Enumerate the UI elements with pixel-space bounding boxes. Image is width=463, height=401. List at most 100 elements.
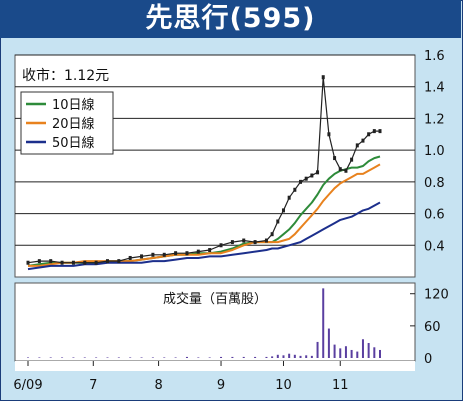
volume-bar (356, 351, 359, 358)
price-point (338, 167, 342, 172)
volume-bar (49, 357, 52, 358)
volume-bar (208, 357, 211, 358)
volume-bars (27, 288, 381, 358)
series-line-ma50 (27, 201, 381, 271)
x-tick-label: 6/09 (13, 378, 42, 393)
y-axis-ticks: 0.4 0.6 0.8 1.0 1.2 1.4 1.6 0 60 120 (424, 49, 449, 367)
volume-bar (117, 357, 120, 358)
x-tick-label: 10 (275, 378, 292, 393)
x-tick-label: 7 (89, 378, 97, 393)
x-tick-label: 8 (154, 378, 162, 393)
price-plot-area (14, 54, 416, 278)
volume-bar (373, 347, 376, 358)
y-tick-label: 0.4 (424, 239, 445, 254)
price-point (60, 260, 64, 265)
price-point (378, 129, 382, 134)
volume-bar (197, 357, 200, 358)
price-point (162, 252, 166, 257)
volume-bar (95, 357, 98, 358)
volume-plot-area (14, 282, 416, 362)
volume-tick-label: 60 (424, 320, 441, 335)
volume-bar (322, 288, 325, 358)
price-annotation: 收市：1.12元 (22, 67, 109, 84)
volume-bar (282, 355, 285, 358)
price-point (333, 156, 337, 161)
volume-bar (185, 356, 188, 358)
volume-bar (231, 356, 234, 358)
volume-bar (38, 357, 41, 358)
title-bar: 先思行(595) (0, 0, 461, 38)
volume-bar (350, 349, 353, 358)
volume-bar (72, 357, 75, 358)
legend-label-ma10: 10日線 (52, 97, 95, 113)
price-point (242, 238, 246, 243)
volume-bar (271, 356, 274, 358)
price-point (128, 255, 132, 260)
price-point (287, 195, 291, 200)
price-series (26, 75, 382, 271)
price-gridlines (15, 54, 415, 246)
x-tick-label: 9 (217, 378, 225, 393)
volume-label: 成交量（百萬股） (163, 291, 267, 307)
legend: 10日線 20日線 50日線 (20, 91, 114, 155)
price-point (293, 187, 297, 192)
price-point (26, 260, 30, 265)
volume-bar (361, 339, 364, 358)
volume-gridlines (410, 293, 415, 327)
price-point (350, 157, 354, 162)
y-tick-label: 1.2 (424, 112, 445, 127)
price-point (94, 260, 98, 265)
price-point (327, 132, 331, 137)
volume-bar (140, 357, 143, 358)
volume-bar (293, 354, 296, 358)
volume-bar (163, 357, 166, 358)
price-point (299, 179, 303, 184)
legend-label-ma50: 50日線 (52, 135, 95, 151)
y-tick-label: 1.6 (424, 49, 445, 64)
x-tick-label: 11 (332, 378, 349, 393)
volume-bar (276, 354, 279, 358)
volume-bar (174, 357, 177, 358)
price-point (151, 252, 155, 257)
price-point (117, 259, 121, 264)
volume-bar (379, 349, 381, 358)
y-tick-label: 0.6 (424, 208, 445, 223)
price-point (281, 208, 285, 213)
y-tick-label: 0.8 (424, 176, 445, 191)
price-point (264, 238, 268, 243)
volume-bar (61, 357, 64, 358)
x-axis-strip (15, 361, 415, 371)
price-point (208, 248, 212, 253)
price-point (174, 251, 178, 256)
price-point (71, 260, 75, 265)
volume-tick-label: 120 (424, 288, 449, 303)
volume-tick-label: 0 (424, 352, 432, 367)
volume-bar (344, 346, 347, 358)
volume-bar (288, 353, 291, 358)
volume-bar (327, 328, 330, 358)
volume-bar (151, 357, 154, 358)
price-point (185, 251, 189, 256)
price-point (304, 176, 308, 181)
y-tick-label: 1.4 (424, 81, 445, 96)
price-point (253, 240, 257, 245)
volume-bar (220, 356, 223, 358)
price-point (230, 240, 234, 245)
price-point (105, 259, 109, 264)
y-tick-label: 1.0 (424, 144, 445, 159)
volume-bar (106, 357, 109, 358)
price-point (196, 249, 200, 254)
volume-bar (367, 343, 370, 358)
price-point (83, 260, 87, 265)
volume-bar (316, 341, 319, 358)
price-point (310, 173, 314, 178)
volume-bar (299, 355, 302, 358)
volume-bar (265, 356, 268, 358)
volume-bar (129, 357, 132, 358)
volume-bar (333, 344, 336, 358)
price-point (367, 132, 371, 137)
price-point (355, 143, 359, 148)
legend-label-ma20: 20日線 (52, 116, 95, 132)
volume-bar (339, 348, 342, 358)
price-point (49, 259, 53, 264)
